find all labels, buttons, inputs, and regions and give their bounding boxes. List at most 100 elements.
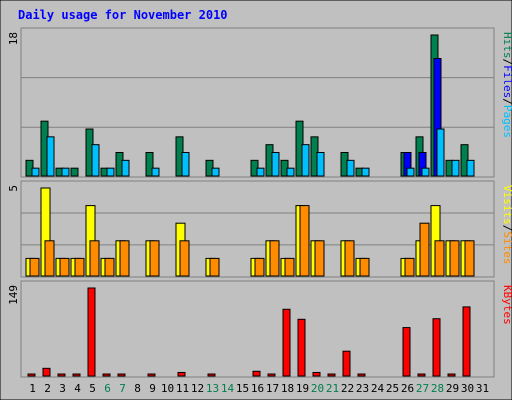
bar-pages-day-6: [106, 167, 115, 177]
x-tick-label-day-28: 28: [431, 382, 444, 395]
bar-kbytes-day-21: [327, 373, 336, 377]
bar-pages-day-20: [316, 152, 325, 177]
panel-frame: [20, 280, 495, 378]
legend-mid: Visits/Sites: [501, 185, 512, 265]
bar-kbytes-day-2: [42, 367, 51, 377]
bar-pages-day-18: [286, 167, 295, 177]
bar-sites-day-16: [254, 257, 265, 277]
x-tick-label-day-1: 1: [29, 382, 36, 395]
bar-sites-day-7: [119, 240, 130, 277]
x-tick-label-day-12: 12: [191, 382, 204, 395]
x-tick-label-day-6: 6: [104, 382, 111, 395]
bar-kbytes-day-17: [267, 373, 276, 377]
bar-sites-day-20: [314, 240, 325, 277]
bar-kbytes-day-27: [417, 373, 426, 377]
x-axis-labels: 1 2 3 4 5 6 7 8 9 10 11 12 13 14 15 16 17 18 19 20 21 22 23 24 2…: [29, 382, 489, 395]
x-tick-label-day-20: 20: [311, 382, 324, 395]
x-tick-label-day-15: 15: [236, 382, 249, 395]
x-tick-label-day-10: 10: [161, 382, 174, 395]
bar-hits-day-9: [145, 152, 154, 177]
bar-sites-day-17: [269, 240, 280, 277]
bar-kbytes-day-19: [297, 318, 306, 377]
bar-kbytes-day-13: [207, 373, 216, 377]
legend-top: Hits/Files/Pages: [501, 32, 512, 138]
chart-title: Daily usage for November 2010: [18, 8, 228, 22]
bar-hits-day-4: [70, 167, 79, 177]
legend-separator: /: [501, 225, 512, 232]
bar-kbytes-day-28: [432, 318, 441, 377]
panel-bot: [20, 280, 495, 378]
bar-pages-day-3: [61, 167, 70, 177]
x-tick-label-day-17: 17: [266, 382, 279, 395]
x-tick-label-day-31: 31: [476, 382, 489, 395]
bar-kbytes-day-23: [357, 373, 366, 377]
bar-kbytes-day-9: [147, 373, 156, 377]
legend-hits: Hits: [501, 32, 512, 59]
legend-kbytes: KBytes: [501, 285, 512, 325]
bar-kbytes-day-16: [252, 370, 261, 377]
bar-kbytes-day-1: [27, 373, 36, 377]
y-axis-labels: 18 5 149: [7, 32, 20, 305]
ymax-label-bot: 149: [7, 285, 20, 305]
bar-sites-day-4: [74, 257, 85, 277]
x-tick-label-day-23: 23: [356, 382, 369, 395]
bar-kbytes-day-7: [117, 373, 126, 377]
bar-sites-day-27: [419, 222, 430, 277]
x-tick-label-day-8: 8: [134, 382, 141, 395]
x-tick-label-day-13: 13: [206, 382, 219, 395]
bar-sites-day-18: [284, 257, 295, 277]
bar-sites-day-9: [149, 240, 160, 277]
bar-sites-day-1: [29, 257, 40, 277]
bar-kbytes-day-18: [282, 308, 291, 377]
legend-files: Files: [501, 65, 512, 98]
x-tick-label-day-22: 22: [341, 382, 354, 395]
panel-top: [20, 27, 495, 178]
x-tick-label-day-5: 5: [89, 382, 96, 395]
x-tick-label-day-16: 16: [251, 382, 264, 395]
bar-sites-day-22: [344, 240, 355, 277]
legend-sites: Sites: [501, 231, 512, 264]
bar-kbytes-day-20: [312, 371, 321, 377]
bar-pages-day-16: [256, 167, 265, 177]
bar-pages-day-7: [121, 159, 130, 177]
x-tick-label-day-27: 27: [416, 382, 429, 395]
x-tick-label-day-30: 30: [461, 382, 474, 395]
x-tick-label-day-11: 11: [176, 382, 189, 395]
bar-sites-day-28: [434, 240, 445, 277]
x-tick-label-day-9: 9: [149, 382, 156, 395]
bar-pages-day-23: [361, 167, 370, 177]
bar-pages-day-11: [181, 152, 190, 177]
bar-sites-day-6: [104, 257, 115, 277]
bar-pages-day-1: [31, 167, 40, 177]
x-tick-label-day-7: 7: [119, 382, 126, 395]
bar-pages-day-2: [46, 136, 55, 177]
bar-kbytes-day-4: [72, 373, 81, 377]
x-tick-label-day-18: 18: [281, 382, 294, 395]
bar-sites-day-19: [299, 205, 310, 277]
bar-kbytes-day-3: [57, 373, 66, 377]
bar-kbytes-day-29: [447, 373, 456, 377]
bar-sites-day-26: [404, 257, 415, 277]
x-tick-label-day-4: 4: [74, 382, 81, 395]
ymax-label-top: 18: [7, 32, 20, 45]
x-tick-label-day-21: 21: [326, 382, 339, 395]
bar-kbytes-day-6: [102, 373, 111, 377]
ymax-label-mid: 5: [7, 185, 20, 192]
legend-bot: KBytes: [501, 285, 512, 325]
x-tick-label-day-26: 26: [401, 382, 414, 395]
x-tick-label-day-24: 24: [371, 382, 385, 395]
bar-pages-day-27: [421, 167, 430, 177]
x-tick-label-day-25: 25: [386, 382, 399, 395]
bar-pages-day-17: [271, 152, 280, 177]
bar-pages-day-13: [211, 167, 220, 177]
bar-pages-day-5: [91, 144, 100, 177]
bar-kbytes-day-30: [462, 306, 471, 377]
legend-visits: Visits: [501, 185, 512, 225]
bar-pages-day-30: [466, 159, 475, 177]
panel-mid: [20, 180, 495, 278]
bar-sites-day-29: [449, 240, 460, 277]
panels: [20, 27, 495, 378]
legend-separator: /: [501, 98, 512, 105]
bar-sites-day-5: [89, 240, 100, 277]
x-tick-label-day-2: 2: [44, 382, 51, 395]
